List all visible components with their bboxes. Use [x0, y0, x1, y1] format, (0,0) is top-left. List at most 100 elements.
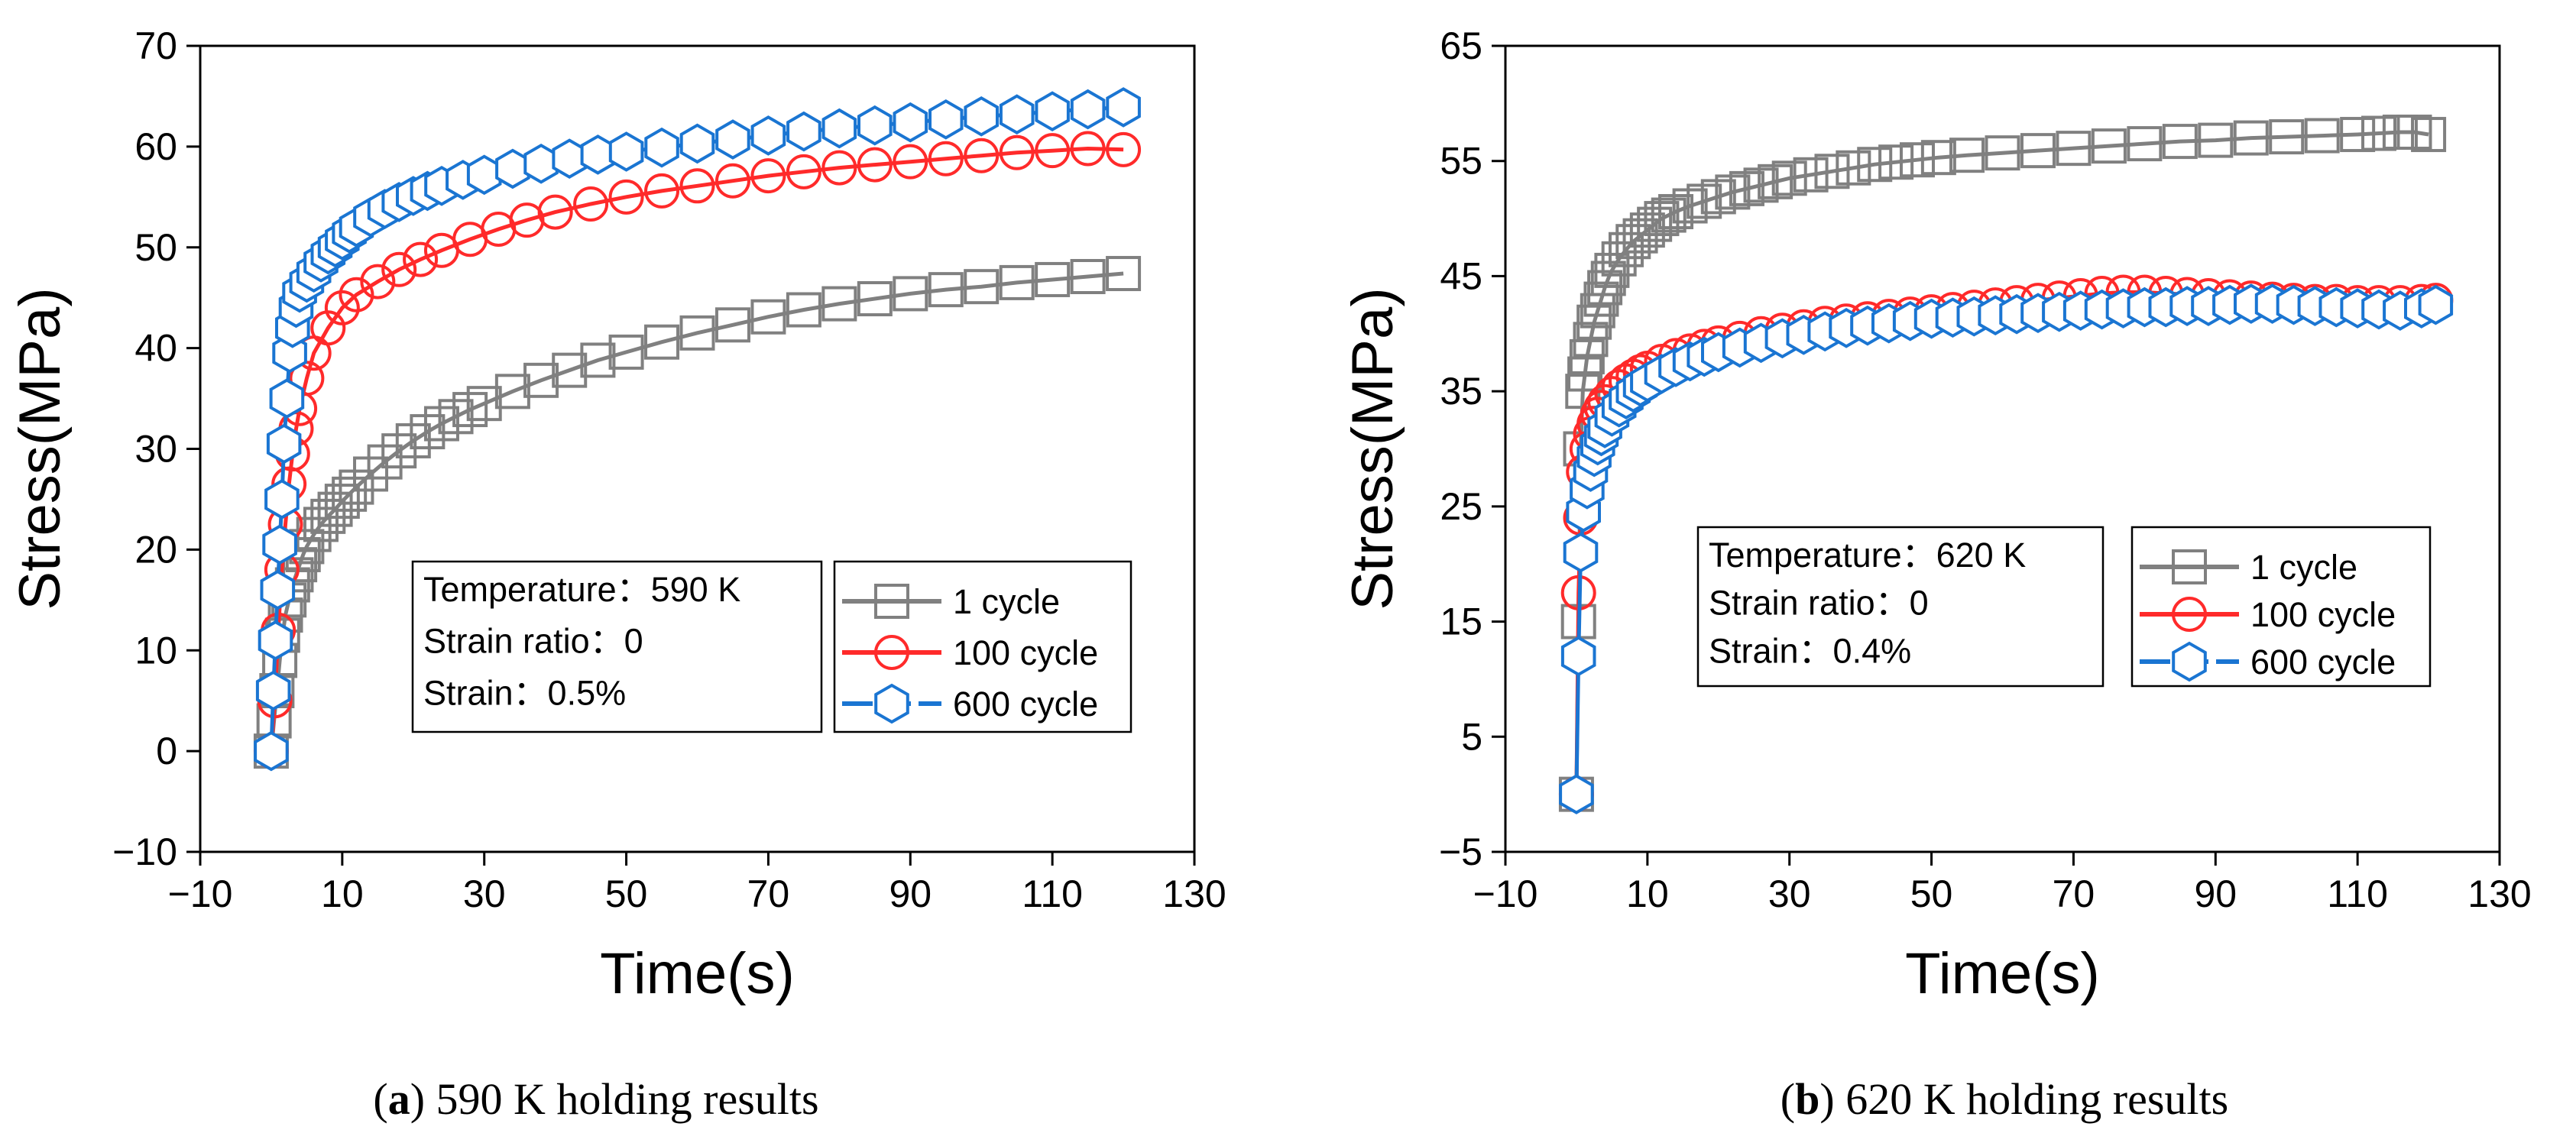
x-tick-label: 10	[1626, 872, 1669, 915]
panel-caption: (a) 590 K holding results	[373, 1074, 818, 1124]
data-point	[494, 374, 530, 410]
data-point	[262, 524, 297, 565]
data-point	[339, 277, 374, 312]
data-point	[403, 241, 439, 277]
data-point	[1920, 140, 1956, 176]
data-point	[786, 292, 821, 328]
data-point	[608, 131, 644, 172]
x-axis-title: Time(s)	[1905, 941, 2100, 1006]
data-point	[1583, 281, 1619, 317]
panel-caption: (b) 620 K holding results	[1781, 1074, 2228, 1124]
caption-paren-open: (	[1781, 1074, 1795, 1124]
data-point	[1729, 170, 1764, 206]
data-point	[714, 307, 750, 343]
data-point	[644, 127, 679, 168]
data-point	[1651, 197, 1687, 233]
data-point	[644, 324, 680, 360]
data-point	[679, 315, 715, 351]
legend-label: 1 cycle	[2250, 548, 2357, 587]
caption-text: 620 K holding results	[1845, 1074, 2228, 1124]
caption-text: 590 K holding results	[436, 1074, 819, 1124]
data-point	[786, 154, 821, 189]
x-tick-label: 110	[2327, 872, 2388, 915]
data-point	[1672, 188, 1708, 224]
data-point	[1106, 131, 1142, 167]
legend-marker	[874, 584, 909, 619]
data-point	[1771, 160, 1807, 196]
data-point	[608, 179, 644, 215]
data-point	[2020, 133, 2056, 169]
x-tick-label: 10	[321, 872, 364, 915]
data-point	[1857, 147, 1893, 183]
data-point	[2304, 118, 2340, 154]
data-point	[1715, 174, 1751, 210]
y-axis-title: Stress(MPa)	[1340, 287, 1405, 610]
data-point	[750, 299, 786, 335]
data-point	[2396, 115, 2432, 151]
data-point	[1070, 89, 1106, 130]
data-point	[324, 290, 360, 325]
data-point	[537, 194, 573, 230]
data-point	[381, 433, 417, 469]
x-tick-label: 130	[1162, 872, 1226, 915]
data-point	[1637, 206, 1673, 242]
data-point	[1793, 157, 1829, 193]
data-point	[1836, 150, 1871, 186]
data-point	[1035, 133, 1071, 169]
info-box	[1696, 526, 2105, 688]
data-point	[258, 620, 293, 661]
y-tick-label: −5	[1439, 830, 1482, 873]
data-point	[452, 392, 488, 428]
data-point	[1070, 131, 1106, 167]
data-point	[254, 730, 289, 772]
data-point	[821, 150, 857, 186]
data-point	[360, 264, 396, 299]
data-point	[679, 168, 715, 204]
data-point	[893, 102, 928, 143]
data-point	[1899, 142, 1935, 178]
legend-label: 1 cycle	[953, 582, 1060, 621]
data-point	[786, 111, 821, 152]
data-point	[2091, 128, 2127, 164]
legend-marker	[874, 635, 909, 670]
legend-marker	[2172, 597, 2207, 632]
data-point	[1035, 91, 1070, 132]
y-tick-label: 5	[1461, 715, 1482, 758]
legend-marker	[2172, 549, 2207, 584]
data-point	[644, 173, 680, 209]
x-tick-label: 110	[1022, 872, 1083, 915]
x-tick-label: 130	[2467, 872, 2531, 915]
y-axis-title: Stress(MPa)	[8, 287, 73, 610]
data-point	[332, 476, 368, 512]
data-point	[1658, 194, 1694, 230]
data-point	[1644, 201, 1680, 237]
data-point	[381, 251, 417, 287]
data-point	[1563, 532, 1599, 573]
info-box	[411, 560, 823, 733]
data-point	[1106, 87, 1141, 128]
data-point	[552, 352, 588, 388]
data-point	[857, 105, 893, 146]
data-point	[893, 144, 928, 180]
data-point	[928, 141, 964, 176]
data-point	[2233, 120, 2269, 156]
panel-a: −10 10 30 50 70 90 110 130 −10 0 10 20 30 40 50 60 70 Tim…	[8, 24, 1226, 1124]
caption-paren-close: )	[1819, 1074, 1845, 1124]
x-tick-label: 50	[605, 872, 648, 915]
y-tick-label: 55	[1440, 140, 1482, 183]
y-tick-label: 70	[134, 24, 177, 67]
data-point	[1985, 135, 2020, 171]
data-point	[1878, 144, 1914, 180]
data-point	[438, 399, 474, 435]
data-point	[1106, 256, 1142, 292]
y-tick-label: 15	[1440, 601, 1482, 643]
info-box-line: Strain：0.4%	[1709, 631, 1911, 670]
plot-frame	[1504, 44, 2501, 853]
info-box-line: Temperature：590 K	[423, 570, 740, 609]
y-tick-label: 35	[1440, 370, 1482, 413]
data-point	[714, 163, 750, 199]
data-point	[750, 115, 786, 156]
data-point	[857, 281, 893, 317]
x-tick-label: 30	[463, 872, 506, 915]
data-point	[1608, 231, 1644, 267]
